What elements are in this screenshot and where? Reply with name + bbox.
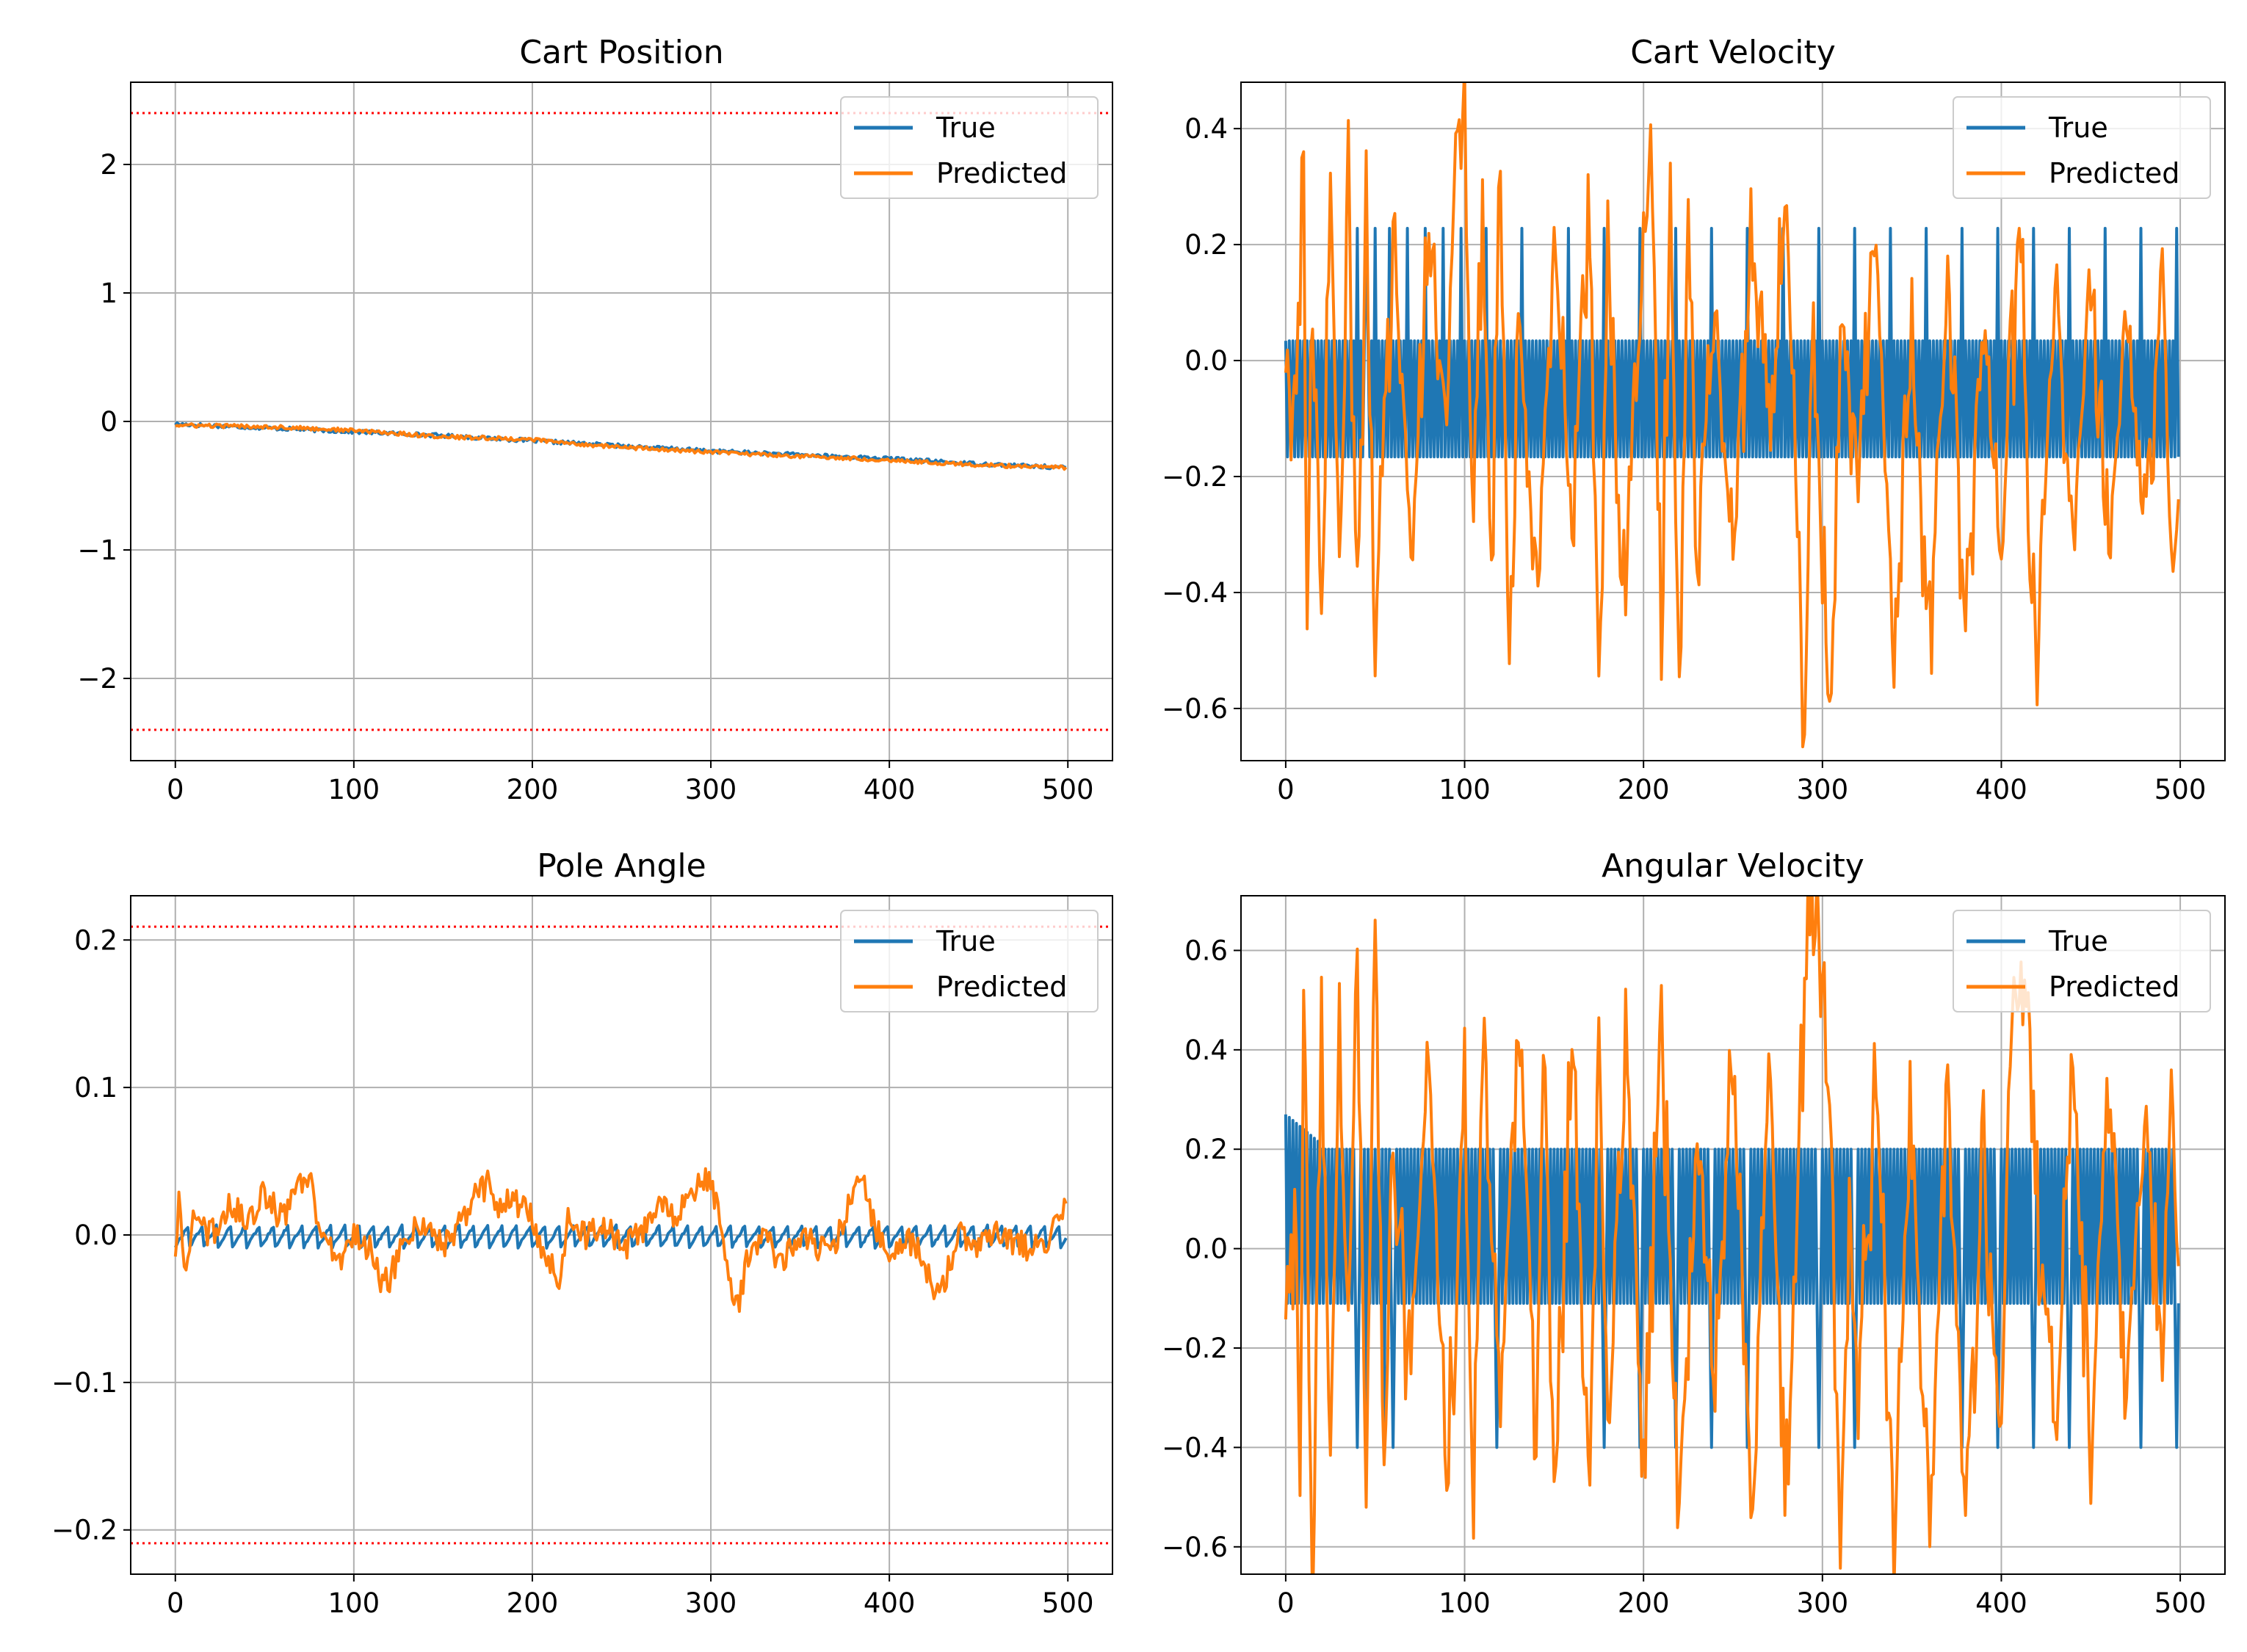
axes-frame <box>130 81 1113 761</box>
y-tick-label: 0.6 <box>1184 935 1228 966</box>
subplot-title: Cart Velocity <box>1630 34 1836 71</box>
x-tick-label: 0 <box>1277 1587 1295 1619</box>
y-tick-label: −0.6 <box>1162 1532 1228 1563</box>
x-tick-label: 300 <box>685 774 737 805</box>
legend: True Predicted <box>1953 96 2211 199</box>
x-tick-label: 200 <box>1618 1587 1670 1619</box>
plot-area <box>1284 896 2180 1574</box>
plot-area <box>1284 82 2180 749</box>
y-tick-label: −0.2 <box>1162 1333 1228 1364</box>
series-line-predicted <box>1284 82 2180 749</box>
y-tick-label: −0.2 <box>51 1515 117 1546</box>
subplot-2: 0 100 200 300 400 500 −0.6 −0.4 −0.2 0.0 0.2 0.4 Car… <box>1162 34 2226 805</box>
y-tick-label: −0.6 <box>1162 693 1228 725</box>
x-tick-label: 100 <box>1439 774 1491 805</box>
y-tick-label: 0.0 <box>1184 1233 1228 1265</box>
subplot-4: 0 100 200 300 400 500 −0.6 −0.4 −0.2 0.0 0.2 0.4 0.6… <box>1162 847 2226 1619</box>
y-tick-label: −1 <box>77 535 117 566</box>
x-tick-label: 300 <box>685 1587 737 1619</box>
x-tick-label: 500 <box>2154 774 2207 805</box>
subplot-title: Angular Velocity <box>1602 847 1864 885</box>
legend-label: Predicted <box>2049 971 2179 1003</box>
legend: True Predicted <box>840 96 1099 199</box>
x-tick-label: 100 <box>328 774 380 805</box>
x-tick-label: 500 <box>1042 1587 1094 1619</box>
y-tick-label: 0.4 <box>1184 1035 1228 1066</box>
axes-frame <box>130 895 1113 1575</box>
series-line-predicted <box>1284 896 2180 1574</box>
y-tick-label: 1 <box>100 278 117 309</box>
legend-label: Predicted <box>936 971 1067 1003</box>
x-tick-label: 500 <box>1042 774 1094 805</box>
x-tick-label: 400 <box>1975 774 2027 805</box>
x-tick-label: 100 <box>328 1587 380 1619</box>
legend: True Predicted <box>840 910 1099 1012</box>
subplot-3: 0 100 200 300 400 500 −0.2 −0.1 0.0 0.1 0.2 Pole An… <box>51 847 1113 1619</box>
axes-frame <box>1240 81 2226 761</box>
y-tick-label: 0.1 <box>74 1072 117 1104</box>
y-tick-label: 0.0 <box>1184 345 1228 377</box>
x-tick-label: 400 <box>864 1587 916 1619</box>
y-tick-label: −0.1 <box>51 1367 117 1399</box>
x-tick-label: 500 <box>2154 1587 2207 1619</box>
y-tick-label: −2 <box>77 663 117 695</box>
x-tick-label: 200 <box>1618 774 1670 805</box>
subplot-1: 0 100 200 300 400 500 −2 −1 0 1 2 Cart Position True… <box>77 34 1113 805</box>
y-tick-label: 0.2 <box>1184 229 1228 261</box>
y-tick-label: −0.2 <box>1162 461 1228 493</box>
series-line-predicted <box>173 1167 1068 1314</box>
legend-label: True <box>936 112 996 144</box>
y-tick-label: −0.4 <box>1162 1432 1228 1463</box>
y-tick-label: 0.2 <box>74 924 117 956</box>
y-tick-label: 0.2 <box>1184 1134 1228 1165</box>
subplot-title: Pole Angle <box>537 847 706 885</box>
legend-label: True <box>2048 112 2108 144</box>
x-tick-label: 0 <box>167 1587 184 1619</box>
x-tick-label: 300 <box>1797 1587 1849 1619</box>
series-line-true <box>1284 1114 2180 1449</box>
x-tick-label: 0 <box>1277 774 1295 805</box>
x-tick-label: 0 <box>167 774 184 805</box>
x-tick-label: 400 <box>1975 1587 2027 1619</box>
y-tick-label: 0 <box>100 406 117 438</box>
series-line-true <box>1284 227 2180 459</box>
y-tick-label: 0.0 <box>74 1220 117 1251</box>
legend: True Predicted <box>1953 910 2211 1012</box>
legend-label: Predicted <box>936 157 1067 189</box>
x-tick-label: 100 <box>1439 1587 1491 1619</box>
x-tick-label: 300 <box>1797 774 1849 805</box>
axes-frame <box>1240 895 2226 1575</box>
series-line-predicted <box>174 422 1068 471</box>
legend-label: Predicted <box>2049 157 2179 189</box>
x-tick-label: 400 <box>864 774 916 805</box>
x-tick-label: 200 <box>507 1587 559 1619</box>
legend-label: True <box>936 925 996 957</box>
y-tick-label: 0.4 <box>1184 113 1228 145</box>
legend-label: True <box>2048 925 2108 957</box>
subplot-title: Cart Position <box>519 34 723 71</box>
y-tick-label: −0.4 <box>1162 577 1228 609</box>
y-tick-label: 2 <box>100 149 117 181</box>
x-tick-label: 200 <box>507 774 559 805</box>
